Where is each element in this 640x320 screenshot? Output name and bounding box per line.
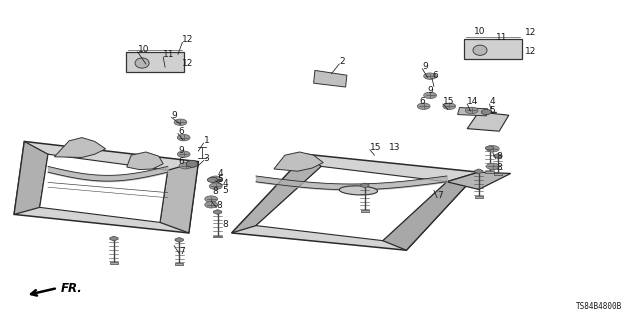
Polygon shape (160, 162, 198, 233)
Text: 8: 8 (496, 152, 502, 161)
Circle shape (486, 146, 499, 152)
Text: 6: 6 (432, 71, 438, 80)
Text: 11: 11 (496, 33, 508, 42)
Polygon shape (110, 262, 118, 264)
Text: 13: 13 (389, 143, 401, 152)
Text: 9: 9 (172, 111, 177, 120)
Text: 15: 15 (443, 97, 454, 106)
Text: 8: 8 (216, 201, 222, 210)
Polygon shape (361, 210, 369, 212)
Ellipse shape (186, 160, 198, 167)
Text: 9: 9 (428, 86, 433, 95)
Text: 3: 3 (204, 154, 209, 163)
Text: 6: 6 (178, 157, 184, 166)
Text: 6: 6 (419, 97, 425, 106)
Text: 11: 11 (163, 50, 175, 59)
Circle shape (207, 177, 218, 182)
Circle shape (205, 202, 218, 208)
Circle shape (481, 109, 492, 115)
Polygon shape (232, 154, 321, 233)
Text: TS84B4800B: TS84B4800B (576, 302, 622, 311)
Circle shape (486, 163, 499, 170)
Ellipse shape (473, 45, 487, 55)
Polygon shape (467, 112, 509, 131)
Text: 2: 2 (339, 57, 345, 66)
Polygon shape (110, 236, 118, 241)
Circle shape (424, 92, 436, 99)
Text: 9: 9 (422, 62, 428, 71)
Text: 1: 1 (204, 136, 209, 145)
Polygon shape (175, 263, 184, 265)
Text: 8: 8 (223, 220, 228, 229)
Text: 4: 4 (218, 169, 223, 178)
Polygon shape (494, 154, 502, 158)
Polygon shape (458, 108, 488, 116)
Polygon shape (14, 141, 198, 233)
Polygon shape (361, 183, 369, 188)
Text: 12: 12 (182, 60, 194, 68)
Text: 6: 6 (178, 127, 184, 136)
FancyBboxPatch shape (464, 39, 522, 59)
Text: 12: 12 (525, 47, 536, 56)
Polygon shape (214, 210, 222, 214)
Polygon shape (486, 171, 494, 173)
Text: 12: 12 (525, 28, 536, 37)
FancyBboxPatch shape (126, 52, 184, 72)
Polygon shape (314, 70, 347, 87)
Polygon shape (475, 169, 483, 174)
Polygon shape (486, 146, 494, 150)
Text: 15: 15 (370, 143, 381, 152)
Polygon shape (447, 172, 511, 189)
Ellipse shape (339, 186, 378, 195)
Circle shape (174, 119, 187, 125)
Circle shape (443, 103, 456, 109)
Circle shape (177, 134, 190, 141)
Text: 5: 5 (218, 175, 223, 184)
Text: 5: 5 (490, 106, 495, 115)
Circle shape (417, 103, 430, 109)
Polygon shape (214, 236, 222, 237)
Circle shape (205, 196, 218, 202)
Polygon shape (127, 152, 163, 170)
Text: 4: 4 (490, 97, 495, 106)
Polygon shape (475, 196, 483, 198)
Polygon shape (14, 141, 48, 214)
Ellipse shape (135, 58, 149, 68)
Polygon shape (54, 138, 106, 157)
Text: FR.: FR. (61, 283, 83, 295)
Polygon shape (232, 154, 479, 250)
Circle shape (209, 176, 222, 182)
Polygon shape (40, 154, 168, 222)
Circle shape (424, 73, 436, 79)
Polygon shape (274, 152, 323, 171)
Circle shape (179, 163, 192, 169)
Circle shape (209, 183, 222, 189)
Text: 5: 5 (223, 186, 228, 195)
Polygon shape (383, 172, 479, 250)
Text: 10: 10 (138, 45, 149, 54)
Polygon shape (175, 237, 184, 242)
Text: 10: 10 (474, 28, 485, 36)
Circle shape (465, 107, 478, 114)
Text: 12: 12 (182, 36, 194, 44)
Polygon shape (494, 173, 502, 175)
Text: 14: 14 (467, 97, 479, 106)
Text: 8: 8 (496, 164, 502, 172)
Text: 9: 9 (178, 146, 184, 155)
Circle shape (177, 151, 190, 157)
Text: 8: 8 (212, 188, 218, 196)
Text: 7: 7 (437, 191, 443, 200)
Text: 4: 4 (223, 179, 228, 188)
Text: 7: 7 (179, 247, 185, 256)
Polygon shape (256, 166, 447, 241)
